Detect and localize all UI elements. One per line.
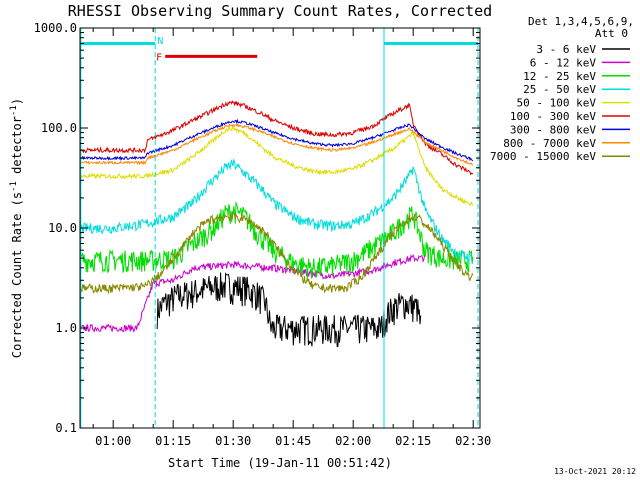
y-axis-label-part: detector — [10, 116, 24, 181]
x-axis-label: Start Time (19-Jan-11 00:51:42) — [168, 456, 392, 470]
legend-header-line-1: Det 1,3,4,5,6,9, — [528, 15, 634, 28]
x-tick-label: 02:00 — [335, 434, 371, 448]
series-line-800-7000-kev — [81, 123, 474, 166]
x-tick-label: 01:00 — [95, 434, 131, 448]
series-layer — [80, 100, 474, 348]
legend-label: 800 - 7000 keV — [503, 137, 596, 150]
y-axis-label-sup: -1 — [9, 181, 19, 192]
legend-label: 7000 - 15000 keV — [490, 150, 596, 163]
series-line-300-800-kev — [80, 118, 474, 162]
series-line-7000-15000-kev — [80, 212, 474, 295]
generation-timestamp: 13-Oct-2021 20:12 — [554, 467, 636, 476]
chart-title: RHESSI Observing Summary Count Rates, Co… — [68, 2, 492, 20]
x-tick-label: 01:15 — [155, 434, 191, 448]
x-tick-label: 02:30 — [455, 434, 491, 448]
y-axis-label: Corrected Count Rate (s-1 detector-1) — [9, 98, 24, 358]
y-tick-label: 1.0 — [55, 321, 77, 335]
legend-label: 3 - 6 keV — [536, 43, 596, 56]
y-axis-label-part: ) — [10, 98, 24, 105]
x-tick-label: 01:30 — [215, 434, 251, 448]
flag-segment-label: F — [156, 52, 162, 63]
series-line-12-25-kev — [80, 201, 474, 279]
series-line-6-12-kev — [80, 253, 426, 333]
x-tick-label: 01:45 — [275, 434, 311, 448]
series-line-50-100-kev — [80, 124, 474, 207]
flag-marker-label: N — [157, 36, 163, 47]
y-tick-label: 0.1 — [55, 421, 77, 435]
legend-label: 6 - 12 keV — [530, 56, 597, 69]
series-line-100-300-kev — [80, 100, 474, 176]
legend-label: 300 - 800 keV — [510, 123, 596, 136]
legend-label: 50 - 100 keV — [517, 97, 597, 110]
y-axis-label-part: Corrected Count Rate (s — [10, 192, 24, 358]
series-line-25-50-kev — [80, 158, 474, 265]
legend-label: 100 - 300 keV — [510, 110, 596, 123]
x-tick-label: 02:15 — [395, 434, 431, 448]
y-tick-label: 10.0 — [48, 221, 77, 235]
y-axis-label-sup: -1 — [9, 105, 19, 116]
legend-label: 25 - 50 keV — [523, 83, 596, 96]
legend-header-line-2: Att 0 — [595, 27, 628, 40]
legend-label: 12 - 25 keV — [523, 70, 596, 83]
y-tick-label: 100.0 — [41, 121, 77, 135]
y-tick-label: 1000.0 — [34, 21, 77, 35]
series-line-3-6-kev — [156, 272, 422, 348]
